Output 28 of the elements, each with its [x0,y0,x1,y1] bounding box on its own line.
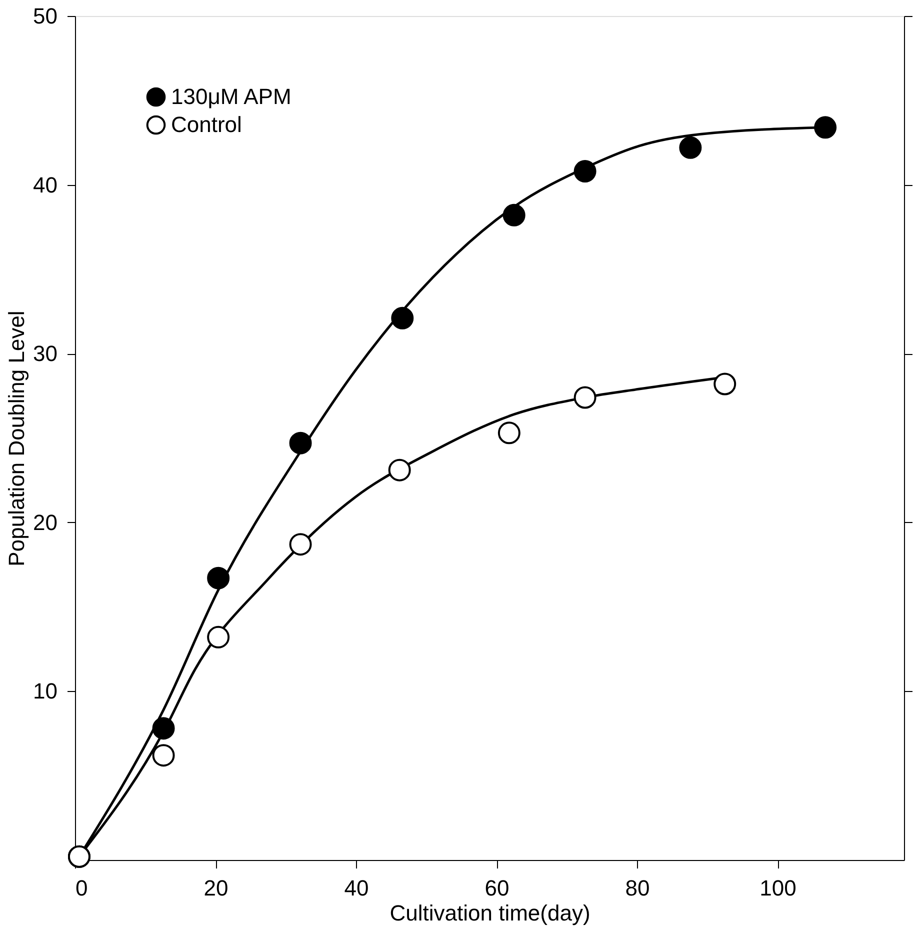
point [574,386,596,409]
x-tick-label: 20 [204,876,228,900]
point [207,566,230,590]
legend-label: Control [171,112,242,137]
point [388,458,411,482]
x-tick-label: 0 [76,876,88,900]
x-tick-label: 100 [760,876,796,900]
legend-label: 130μM APM [171,84,292,109]
point [502,204,526,226]
x-tick-label: 40 [344,876,369,900]
point [152,717,175,740]
point [679,136,702,159]
y-tick-label: 10 [33,678,58,704]
y-axis-title: Population Doubling Level [4,310,30,566]
x-tick-label: 80 [625,876,650,900]
y-tick-label: 20 [33,510,58,535]
point [289,533,312,556]
point [391,306,414,330]
point [574,160,596,183]
point [207,626,230,648]
point [714,372,736,396]
point [289,432,312,454]
y-tick-label: 50 [33,4,58,28]
y-tick-label: 40 [33,172,58,198]
y-tick-label: 30 [33,341,58,366]
x-axis-title: Cultivation time(day) [390,900,590,926]
x-tick-label: 60 [484,876,510,900]
point [814,116,837,139]
